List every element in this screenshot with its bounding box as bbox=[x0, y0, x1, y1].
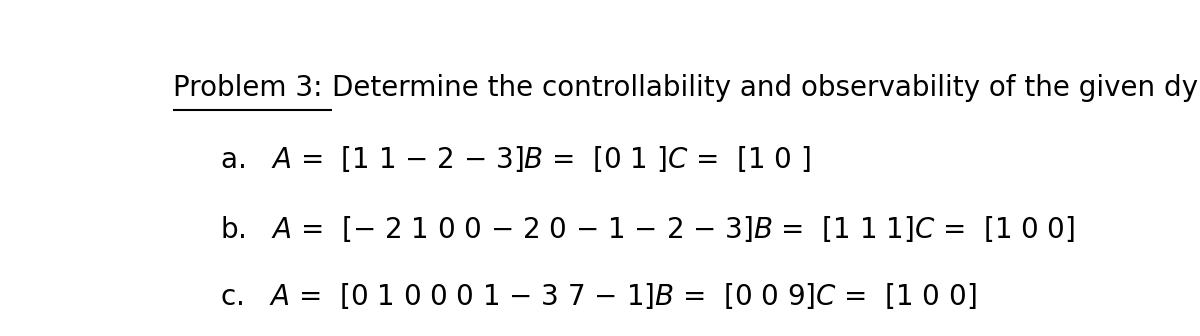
Text: Determine the controllability and observability of the given dynamic systems: Determine the controllability and observ… bbox=[331, 74, 1200, 102]
Text: b.   $\mathit{A}$ =  [− 2 1 0 0 − 2 0 − 1 − 2 − 3]$\mathit{B}$ =  [1 1 1]$\mathi: b. $\mathit{A}$ = [− 2 1 0 0 − 2 0 − 1 −… bbox=[220, 214, 1075, 244]
Text: c.   $\mathit{A}$ =  [0 1 0 0 0 1 − 3 7 − 1]$\mathit{B}$ =  [0 0 9]$\mathit{C}$ : c. $\mathit{A}$ = [0 1 0 0 0 1 − 3 7 − 1… bbox=[220, 281, 977, 311]
Text: Problem 3:: Problem 3: bbox=[173, 74, 331, 102]
Text: a.   $\mathit{A}$ =  [1 1 − 2 − 3]$\mathit{B}$ =  [0 1 ]$\mathit{C}$ =  [1 0 ]: a. $\mathit{A}$ = [1 1 − 2 − 3]$\mathit{… bbox=[220, 144, 810, 174]
